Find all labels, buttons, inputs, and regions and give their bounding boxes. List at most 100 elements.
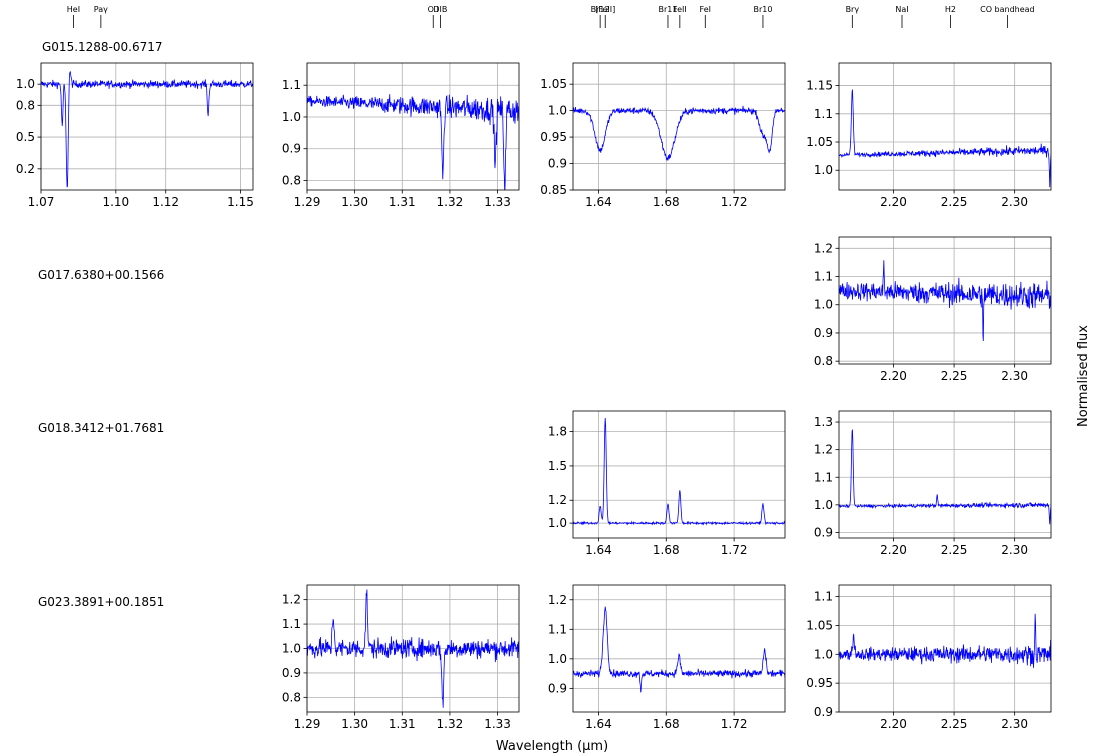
spectrum-line	[839, 613, 1051, 668]
axes-frame	[306, 62, 520, 191]
y-tick-label: 1.2	[548, 493, 567, 507]
y-tick-label: 1.1	[814, 590, 833, 604]
source-label: G018.3412+01.7681	[38, 421, 164, 435]
y-tick-label: 1.5	[548, 459, 567, 473]
x-tick-label: 2.20	[880, 369, 907, 383]
y-tick-label: 0.8	[282, 690, 301, 704]
y-tick-label: 1.0	[814, 163, 833, 177]
y-tick-label: 1.0	[548, 104, 567, 118]
axes-frame	[40, 62, 254, 191]
y-tick-label: 1.0	[814, 298, 833, 312]
y-tick-label: 1.3	[814, 415, 833, 429]
x-tick-label: 1.30	[341, 195, 368, 209]
line-marker-label: Br12	[591, 5, 610, 14]
x-tick-label: 2.20	[880, 717, 907, 731]
x-tick-label: 1.72	[721, 717, 748, 731]
y-tick-label: 1.0	[16, 77, 35, 91]
source-labels: G015.1288-00.6717 G017.6380+00.1566 G018.3…	[38, 40, 164, 609]
x-tick-label: 1.64	[585, 195, 612, 209]
line-marker-label: [FeII]	[595, 5, 615, 14]
spectrum-panel: 1.64 1.68 1.72 0.9 1.0 1.1 1.2	[548, 584, 786, 731]
y-tick-label: 1.05	[806, 618, 833, 632]
axes-frame	[838, 410, 1052, 539]
y-tick-label: 1.2	[814, 241, 833, 255]
spectrum-line	[307, 589, 519, 708]
x-tick-label: 2.20	[880, 195, 907, 209]
axes-frame	[838, 236, 1052, 365]
y-tick-label: 1.2	[548, 593, 567, 607]
line-marker-label: Br10	[753, 5, 772, 14]
x-tick-label: 1.72	[721, 543, 748, 557]
spectrum-line	[839, 260, 1051, 342]
x-tick-label: 1.29	[294, 717, 321, 731]
spectrum-panel: 1.29 1.30 1.31 1.32 1.33 0.8 0.9 1.0 1.1	[282, 62, 520, 209]
x-tick-label: 1.68	[653, 195, 680, 209]
source-label: G017.6380+00.1566	[38, 268, 164, 282]
y-tick-label: 1.1	[282, 78, 301, 92]
axes-frame	[838, 584, 1052, 713]
axes-frame	[572, 584, 786, 713]
y-tick-label: 0.8	[814, 354, 833, 368]
y-tick-label: 0.9	[814, 525, 833, 539]
x-tick-label: 1.15	[227, 195, 254, 209]
x-tick-label: 2.30	[1001, 369, 1028, 383]
y-tick-label: 0.95	[540, 130, 567, 144]
spectrum-line	[573, 417, 785, 526]
x-tick-label: 1.12	[152, 195, 179, 209]
y-tick-label: 1.0	[814, 647, 833, 661]
x-tick-label: 1.64	[585, 717, 612, 731]
source-label: G023.3891+00.1851	[38, 595, 164, 609]
y-tick-label: 1.05	[540, 77, 567, 91]
x-tick-label: 1.30	[341, 717, 368, 731]
x-tick-label: 1.07	[28, 195, 55, 209]
y-tick-label: 1.0	[548, 652, 567, 666]
spectrum-panel: 2.20 2.25 2.30 0.9 1.0 1.1 1.2 1.3	[814, 410, 1052, 557]
spectrum-panel: 1.64 1.68 1.72 1.0 1.2 1.5 1.8	[548, 410, 786, 557]
spectrum-line	[41, 71, 253, 188]
y-tick-label: 1.0	[548, 516, 567, 530]
line-marker-label: FeII	[673, 5, 687, 14]
y-tick-label: 0.85	[540, 183, 567, 197]
y-axis-label: Normalised flux	[1076, 325, 1091, 427]
x-tick-label: 2.20	[880, 543, 907, 557]
spectrum-line	[839, 429, 1051, 525]
spectra-panels: 1.07 1.10 1.12 1.150.20.50.81.01.29 1.30 1.31…	[16, 62, 1052, 731]
y-tick-label: 1.05	[806, 135, 833, 149]
spectrum-line	[573, 606, 785, 693]
y-tick-label: 1.8	[548, 425, 567, 439]
spectrum-panel: 2.20 2.25 2.30 0.9 0.95 1.0 1.05 1.1	[806, 584, 1052, 731]
x-tick-label: 1.64	[585, 543, 612, 557]
x-tick-label: 2.30	[1001, 195, 1028, 209]
x-axis-label: Wavelength (μm)	[496, 739, 608, 754]
line-marker-label: H2	[945, 5, 956, 14]
spectrum-panel: 2.20 2.25 2.30 0.8 0.9 1.0 1.1 1.2	[814, 236, 1052, 383]
x-tick-label: 1.10	[102, 195, 129, 209]
y-tick-label: 1.1	[814, 107, 833, 121]
y-tick-label: 1.0	[282, 110, 301, 124]
spectrum-panel: 1.07 1.10 1.12 1.15 0.2 0.5 0.8 1.0	[16, 62, 254, 209]
x-tick-label: 2.25	[941, 369, 968, 383]
y-tick-label: 1.0	[282, 642, 301, 656]
spectrum-line	[839, 89, 1051, 188]
y-tick-label: 1.1	[814, 270, 833, 284]
y-tick-label: 0.2	[16, 162, 35, 176]
x-tick-label: 2.25	[941, 195, 968, 209]
y-tick-label: 1.15	[806, 79, 833, 93]
spectrum-line	[307, 94, 519, 190]
x-tick-label: 1.29	[294, 195, 321, 209]
y-tick-label: 0.9	[814, 705, 833, 719]
line-marker-label: Brγ	[846, 5, 860, 14]
y-tick-label: 0.9	[814, 326, 833, 340]
x-tick-label: 2.25	[941, 717, 968, 731]
spectrum-panel: 2.20 2.25 2.30 1.0 1.05 1.1 1.15	[806, 62, 1052, 209]
line-marker-label: FeI	[700, 5, 711, 14]
x-tick-label: 2.30	[1001, 717, 1028, 731]
line-marker-label: O I	[428, 5, 439, 14]
y-tick-label: 1.2	[814, 443, 833, 457]
y-tick-label: 0.8	[16, 98, 35, 112]
x-tick-label: 1.72	[721, 195, 748, 209]
axes-frame	[838, 62, 1052, 191]
y-tick-label: 1.2	[282, 593, 301, 607]
